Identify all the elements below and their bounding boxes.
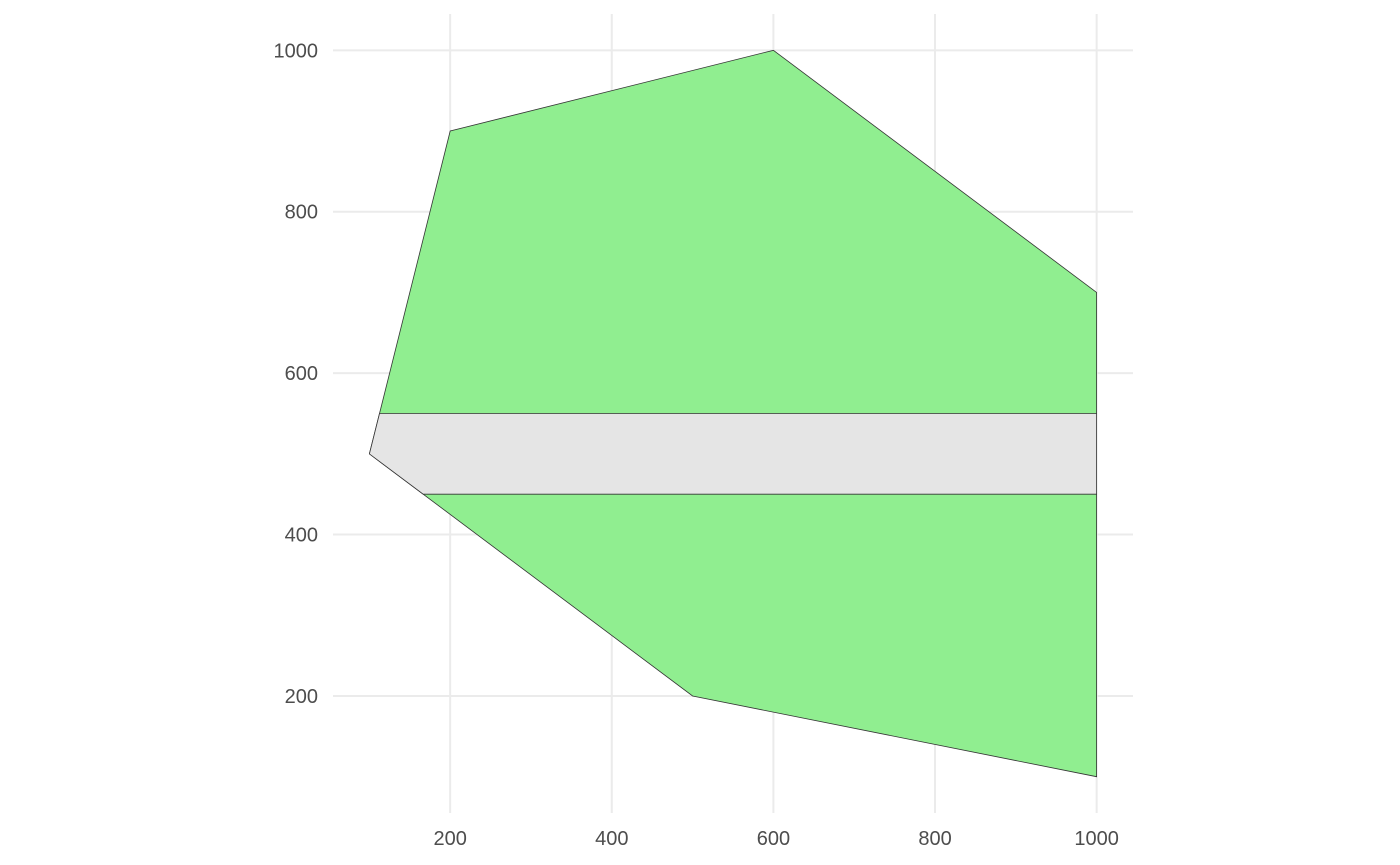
x-tick-label-3: 800 — [918, 828, 951, 850]
x-tick-label-0: 200 — [433, 828, 466, 850]
polygon-1 — [368, 413, 1097, 495]
x-tick-labels: 200 400 600 800 1000 — [433, 828, 1118, 850]
y-tick-label-3: 800 — [285, 202, 318, 224]
y-tick-label-0: 200 — [285, 686, 318, 708]
polygons — [368, 49, 1097, 778]
x-tick-label-1: 400 — [595, 828, 628, 850]
y-tick-labels: 200 400 600 800 1000 — [274, 40, 319, 708]
x-tick-label-2: 600 — [757, 828, 790, 850]
y-tick-label-4: 1000 — [274, 40, 319, 62]
x-tick-label-4: 1000 — [1074, 828, 1119, 850]
y-tick-label-1: 400 — [285, 525, 318, 547]
y-tick-label-2: 600 — [285, 363, 318, 385]
